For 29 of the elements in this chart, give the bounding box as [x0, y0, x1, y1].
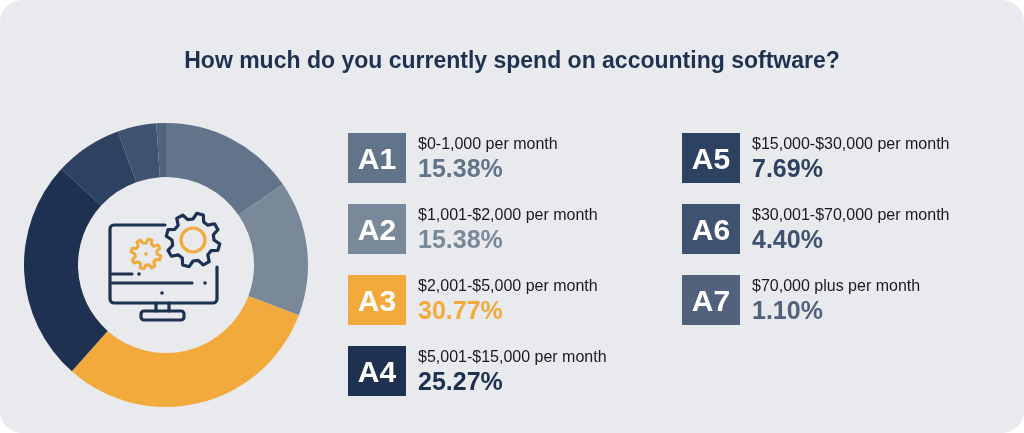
legend-label: $0-1,000 per month [418, 135, 558, 152]
data-label: 7.69% [752, 154, 823, 182]
legend-label: $70,000 plus per month [752, 277, 921, 294]
donut-slice [117, 123, 160, 183]
legend-label: $30,001-$70,000 per month [752, 206, 950, 223]
chart-title: How much do you currently spend on accounting software? [184, 47, 840, 73]
legend-label: $5,001-$15,000 per month [418, 348, 607, 365]
legend-label: $15,000-$30,000 per month [752, 135, 950, 152]
donut-slice [166, 123, 283, 215]
text: A3 [357, 284, 397, 317]
text: A2 [357, 213, 397, 246]
data-label: 15.38% [418, 225, 503, 253]
donut-slice [24, 169, 108, 372]
donut-slice [61, 131, 137, 206]
text: A5 [691, 142, 731, 175]
text: A7 [691, 284, 731, 317]
legend-label: $1,001-$2,000 per month [418, 206, 598, 223]
data-label: 25.27% [418, 367, 503, 395]
legend-label: $2,001-$5,000 per month [418, 277, 598, 294]
donut-slice [238, 184, 308, 316]
data-label: 30.77% [418, 296, 503, 324]
donut-slice [71, 296, 299, 407]
donut-slice [156, 123, 166, 178]
text: A6 [691, 213, 731, 246]
data-label: 15.38% [418, 154, 503, 182]
text: A4 [357, 355, 397, 388]
data-label: 1.10% [752, 296, 823, 324]
text: A1 [357, 142, 397, 175]
data-label: 4.40% [752, 225, 823, 253]
